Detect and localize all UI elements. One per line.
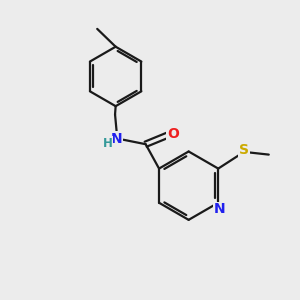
Text: N: N [214,202,226,216]
Text: N: N [111,132,123,145]
Text: O: O [167,127,179,140]
Text: S: S [239,143,249,157]
Text: H: H [103,137,113,150]
